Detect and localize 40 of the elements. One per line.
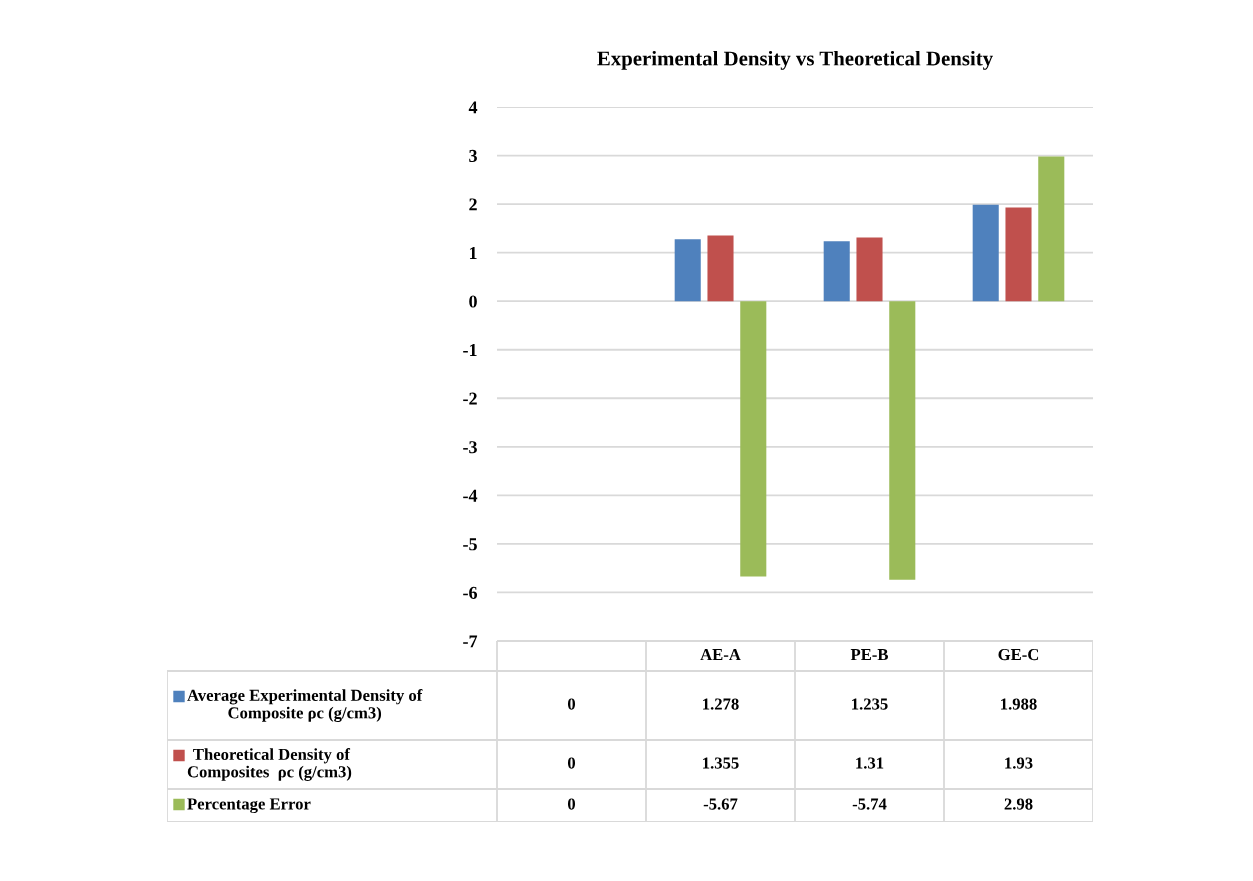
x-tick-label: PE-B xyxy=(850,649,889,661)
bar xyxy=(856,237,883,302)
y-tick-label: 2 xyxy=(469,198,477,211)
chart-title: Experimental Density vs Theoretical Density xyxy=(597,50,993,70)
data-label: 1.988 xyxy=(1001,698,1037,710)
bar xyxy=(972,204,999,302)
data-label: 0 xyxy=(567,798,576,810)
x-tick-label: AE-A xyxy=(700,649,741,661)
data-label: 2.98 xyxy=(1004,798,1033,810)
data-label: 1.93 xyxy=(1005,757,1033,769)
y-tick-label: 3 xyxy=(469,149,477,162)
bar xyxy=(889,301,916,580)
y-tick-label: -7 xyxy=(463,635,478,648)
bar xyxy=(674,239,701,302)
legend-label: Theoretical Density of Composites ρc (g/cm3) xyxy=(187,748,352,781)
bar xyxy=(823,241,850,302)
y-tick-label: -2 xyxy=(463,392,477,405)
legend-label: Average Experimental Density of Composite ρc (g/cm3) xyxy=(187,689,423,722)
y-tick-label: 1 xyxy=(469,246,477,259)
y-tick-label: -6 xyxy=(463,586,478,599)
bar xyxy=(740,301,767,577)
y-tick-label: 0 xyxy=(469,295,477,308)
y-tick-label: 4 xyxy=(468,101,478,114)
y-tick-label: -5 xyxy=(463,538,477,551)
data-label: 0 xyxy=(567,757,576,769)
y-tick-label: -3 xyxy=(463,441,477,454)
data-label: 1.31 xyxy=(856,757,884,769)
data-label: -5.74 xyxy=(852,798,887,810)
data-label: 1.235 xyxy=(852,698,888,710)
legend-label: Percentage Error xyxy=(187,798,311,814)
bar xyxy=(1038,156,1065,302)
bar xyxy=(1005,207,1032,302)
bar xyxy=(707,235,734,302)
y-tick-label: -4 xyxy=(463,489,478,502)
x-tick-label: GE-C xyxy=(998,648,1039,661)
y-tick-label: -1 xyxy=(463,344,477,356)
data-label: -5.67 xyxy=(703,798,738,810)
data-label: 1.355 xyxy=(703,757,739,769)
data-label: 0 xyxy=(567,698,576,710)
data-label: 1.278 xyxy=(703,698,739,710)
